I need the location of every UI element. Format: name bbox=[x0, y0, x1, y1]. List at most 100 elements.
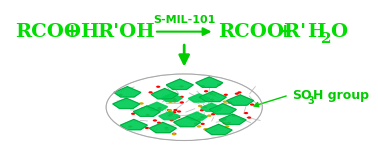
Ellipse shape bbox=[227, 122, 231, 124]
Ellipse shape bbox=[168, 114, 172, 116]
Ellipse shape bbox=[180, 101, 184, 103]
Ellipse shape bbox=[194, 122, 198, 125]
Ellipse shape bbox=[165, 128, 169, 131]
Ellipse shape bbox=[200, 109, 204, 111]
Text: R'OH: R'OH bbox=[97, 23, 155, 41]
Ellipse shape bbox=[204, 90, 208, 92]
Polygon shape bbox=[149, 122, 176, 133]
Ellipse shape bbox=[221, 119, 225, 121]
Ellipse shape bbox=[131, 113, 135, 115]
Ellipse shape bbox=[153, 119, 157, 122]
Ellipse shape bbox=[146, 114, 150, 116]
Ellipse shape bbox=[172, 98, 177, 100]
Polygon shape bbox=[196, 77, 223, 87]
Text: RCOOH: RCOOH bbox=[15, 23, 100, 41]
Polygon shape bbox=[151, 89, 178, 99]
Polygon shape bbox=[201, 103, 222, 111]
Ellipse shape bbox=[232, 115, 236, 117]
Ellipse shape bbox=[106, 74, 262, 140]
Text: RCOOR': RCOOR' bbox=[218, 23, 306, 41]
Ellipse shape bbox=[172, 100, 177, 102]
Ellipse shape bbox=[217, 109, 221, 111]
Ellipse shape bbox=[200, 116, 204, 118]
Polygon shape bbox=[188, 94, 210, 102]
Polygon shape bbox=[161, 93, 182, 101]
Ellipse shape bbox=[169, 119, 174, 122]
Polygon shape bbox=[227, 95, 254, 105]
Ellipse shape bbox=[165, 95, 169, 97]
Ellipse shape bbox=[225, 125, 229, 128]
Ellipse shape bbox=[201, 123, 205, 125]
Ellipse shape bbox=[157, 108, 161, 110]
Polygon shape bbox=[174, 116, 201, 127]
Polygon shape bbox=[166, 79, 193, 89]
Text: O: O bbox=[330, 23, 347, 41]
Ellipse shape bbox=[168, 101, 173, 103]
Ellipse shape bbox=[207, 114, 212, 117]
Polygon shape bbox=[186, 112, 208, 120]
Ellipse shape bbox=[128, 125, 132, 128]
Ellipse shape bbox=[135, 111, 139, 113]
Ellipse shape bbox=[168, 109, 172, 111]
Ellipse shape bbox=[228, 101, 232, 103]
Ellipse shape bbox=[149, 91, 153, 93]
Ellipse shape bbox=[217, 83, 221, 86]
Ellipse shape bbox=[223, 100, 228, 103]
Ellipse shape bbox=[209, 93, 214, 95]
Ellipse shape bbox=[198, 105, 203, 107]
Ellipse shape bbox=[156, 86, 160, 88]
Ellipse shape bbox=[167, 109, 171, 111]
Ellipse shape bbox=[173, 109, 178, 111]
Ellipse shape bbox=[141, 107, 145, 110]
Ellipse shape bbox=[235, 93, 239, 95]
Ellipse shape bbox=[223, 122, 227, 124]
Text: SO: SO bbox=[293, 89, 312, 102]
Text: +: + bbox=[64, 23, 81, 41]
Ellipse shape bbox=[237, 91, 242, 94]
Polygon shape bbox=[199, 91, 226, 102]
Ellipse shape bbox=[172, 111, 177, 113]
Ellipse shape bbox=[211, 113, 215, 115]
Polygon shape bbox=[146, 102, 167, 110]
Ellipse shape bbox=[185, 116, 190, 119]
Text: S-MIL-101: S-MIL-101 bbox=[153, 14, 215, 24]
Ellipse shape bbox=[139, 102, 144, 105]
Text: 3: 3 bbox=[307, 96, 314, 106]
Ellipse shape bbox=[244, 112, 248, 114]
Ellipse shape bbox=[172, 93, 177, 95]
Ellipse shape bbox=[203, 106, 207, 108]
Ellipse shape bbox=[197, 118, 201, 121]
Ellipse shape bbox=[240, 118, 244, 120]
Ellipse shape bbox=[210, 99, 214, 101]
Ellipse shape bbox=[223, 118, 227, 120]
Ellipse shape bbox=[157, 122, 161, 124]
Polygon shape bbox=[209, 104, 236, 114]
Ellipse shape bbox=[158, 107, 162, 109]
Polygon shape bbox=[205, 124, 232, 135]
Ellipse shape bbox=[119, 94, 123, 96]
Ellipse shape bbox=[224, 94, 228, 96]
Ellipse shape bbox=[212, 94, 216, 96]
Polygon shape bbox=[133, 106, 160, 116]
Ellipse shape bbox=[145, 127, 149, 129]
Text: H group: H group bbox=[313, 89, 369, 102]
Ellipse shape bbox=[190, 117, 195, 120]
Ellipse shape bbox=[250, 103, 254, 106]
Ellipse shape bbox=[180, 85, 184, 87]
Ellipse shape bbox=[180, 96, 184, 98]
Ellipse shape bbox=[150, 107, 155, 110]
Ellipse shape bbox=[171, 88, 176, 90]
Ellipse shape bbox=[172, 133, 177, 135]
Ellipse shape bbox=[172, 133, 177, 135]
Text: H: H bbox=[307, 23, 325, 41]
Polygon shape bbox=[114, 87, 141, 97]
Ellipse shape bbox=[169, 113, 173, 115]
Text: 2: 2 bbox=[321, 32, 332, 46]
Ellipse shape bbox=[168, 111, 173, 114]
Polygon shape bbox=[159, 111, 180, 120]
Ellipse shape bbox=[247, 116, 251, 119]
Polygon shape bbox=[113, 98, 140, 109]
Text: +: + bbox=[277, 23, 294, 41]
Ellipse shape bbox=[177, 110, 181, 113]
Ellipse shape bbox=[164, 127, 169, 129]
